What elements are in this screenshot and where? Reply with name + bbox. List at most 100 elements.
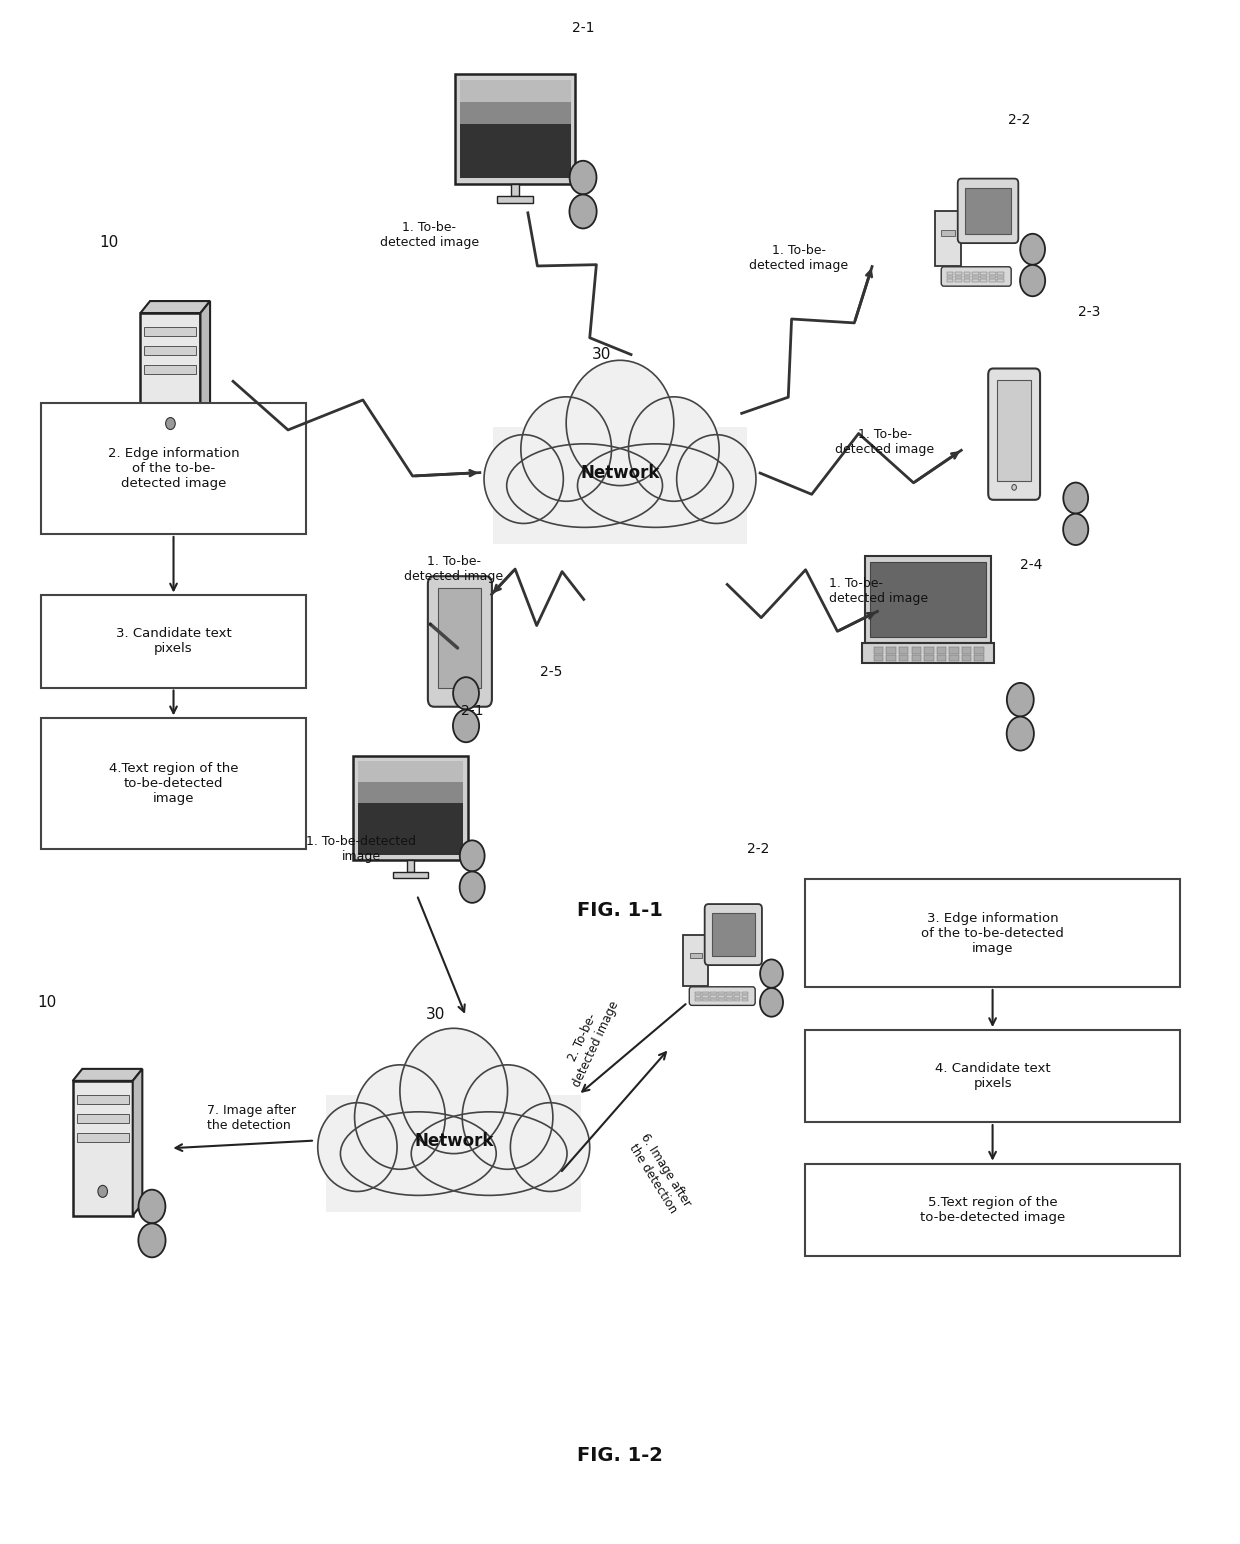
FancyBboxPatch shape: [497, 196, 533, 204]
Ellipse shape: [1007, 716, 1034, 750]
Text: Network: Network: [414, 1132, 494, 1150]
Text: 3. Candidate text
pixels: 3. Candidate text pixels: [115, 627, 232, 656]
FancyBboxPatch shape: [727, 999, 733, 1001]
FancyBboxPatch shape: [407, 860, 414, 872]
Text: 4. Candidate text
pixels: 4. Candidate text pixels: [935, 1062, 1050, 1090]
Circle shape: [569, 161, 596, 195]
FancyBboxPatch shape: [711, 999, 717, 1001]
Circle shape: [760, 959, 782, 988]
Ellipse shape: [521, 397, 611, 502]
FancyBboxPatch shape: [874, 647, 883, 653]
FancyBboxPatch shape: [988, 279, 996, 281]
FancyBboxPatch shape: [358, 761, 464, 855]
Ellipse shape: [401, 1028, 507, 1153]
FancyBboxPatch shape: [358, 761, 464, 781]
FancyBboxPatch shape: [718, 999, 724, 1001]
FancyBboxPatch shape: [899, 655, 909, 661]
FancyBboxPatch shape: [353, 755, 467, 860]
FancyBboxPatch shape: [460, 80, 570, 125]
FancyBboxPatch shape: [862, 642, 994, 664]
FancyBboxPatch shape: [734, 996, 740, 997]
FancyBboxPatch shape: [972, 279, 978, 281]
Text: FIG. 1-2: FIG. 1-2: [577, 1445, 663, 1465]
FancyBboxPatch shape: [936, 655, 946, 661]
FancyBboxPatch shape: [866, 556, 991, 642]
FancyBboxPatch shape: [511, 184, 520, 196]
FancyBboxPatch shape: [77, 1113, 129, 1122]
FancyBboxPatch shape: [924, 647, 934, 653]
Text: 1. To-be-
detected image: 1. To-be- detected image: [749, 244, 848, 272]
FancyBboxPatch shape: [955, 276, 962, 278]
Text: 10: 10: [99, 235, 119, 250]
FancyBboxPatch shape: [41, 403, 306, 534]
FancyBboxPatch shape: [946, 279, 954, 281]
Ellipse shape: [760, 988, 782, 1016]
Polygon shape: [201, 301, 210, 448]
FancyBboxPatch shape: [734, 999, 740, 1001]
FancyBboxPatch shape: [963, 276, 970, 278]
FancyBboxPatch shape: [455, 74, 575, 184]
Circle shape: [1012, 485, 1017, 491]
FancyBboxPatch shape: [358, 761, 464, 803]
FancyBboxPatch shape: [957, 179, 1018, 242]
FancyBboxPatch shape: [439, 588, 481, 689]
Polygon shape: [73, 1068, 143, 1081]
Text: 1. To-be-
detected image: 1. To-be- detected image: [836, 428, 935, 455]
FancyBboxPatch shape: [694, 996, 701, 997]
FancyBboxPatch shape: [702, 999, 709, 1001]
FancyBboxPatch shape: [742, 999, 749, 1001]
FancyBboxPatch shape: [742, 996, 749, 997]
Text: 2-1: 2-1: [572, 22, 594, 36]
Text: FIG. 1-1: FIG. 1-1: [577, 900, 663, 920]
FancyBboxPatch shape: [963, 279, 970, 281]
FancyBboxPatch shape: [140, 313, 201, 448]
Circle shape: [166, 417, 175, 429]
Text: 2-2: 2-2: [1008, 113, 1030, 127]
FancyBboxPatch shape: [887, 647, 895, 653]
FancyBboxPatch shape: [975, 655, 983, 661]
FancyBboxPatch shape: [683, 934, 708, 987]
Ellipse shape: [677, 435, 756, 523]
FancyBboxPatch shape: [911, 647, 921, 653]
FancyBboxPatch shape: [727, 993, 733, 994]
Text: 2-5: 2-5: [539, 665, 562, 679]
FancyBboxPatch shape: [742, 993, 749, 994]
Text: 1. To-be-
detected image: 1. To-be- detected image: [830, 577, 929, 605]
Text: 1. To-be-detected
image: 1. To-be-detected image: [306, 835, 417, 863]
FancyBboxPatch shape: [936, 647, 946, 653]
Ellipse shape: [507, 443, 662, 528]
FancyBboxPatch shape: [702, 996, 709, 997]
Ellipse shape: [317, 1102, 397, 1192]
FancyBboxPatch shape: [73, 1081, 133, 1215]
FancyBboxPatch shape: [428, 576, 492, 707]
FancyBboxPatch shape: [689, 953, 702, 957]
FancyBboxPatch shape: [962, 655, 971, 661]
FancyBboxPatch shape: [946, 276, 954, 278]
FancyBboxPatch shape: [988, 272, 996, 275]
FancyBboxPatch shape: [694, 993, 701, 994]
FancyBboxPatch shape: [41, 596, 306, 687]
Ellipse shape: [463, 1065, 553, 1169]
Text: 6. Image after
the detection: 6. Image after the detection: [625, 1132, 693, 1217]
FancyBboxPatch shape: [694, 999, 701, 1001]
FancyBboxPatch shape: [955, 279, 962, 281]
Ellipse shape: [578, 443, 733, 528]
Ellipse shape: [1063, 514, 1089, 545]
FancyBboxPatch shape: [702, 993, 709, 994]
FancyBboxPatch shape: [874, 655, 883, 661]
FancyBboxPatch shape: [718, 993, 724, 994]
FancyBboxPatch shape: [704, 905, 761, 965]
FancyBboxPatch shape: [805, 1030, 1180, 1122]
Text: 2-4: 2-4: [1021, 559, 1043, 573]
Text: 3. Edge information
of the to-be-detected
image: 3. Edge information of the to-be-detecte…: [921, 913, 1064, 954]
Text: 1. To-be-
detected image: 1. To-be- detected image: [379, 221, 479, 249]
FancyBboxPatch shape: [975, 647, 983, 653]
FancyBboxPatch shape: [941, 267, 1011, 286]
Ellipse shape: [484, 435, 563, 523]
FancyBboxPatch shape: [77, 1095, 129, 1104]
FancyBboxPatch shape: [727, 996, 733, 997]
Text: 2-1: 2-1: [461, 704, 484, 718]
Circle shape: [139, 1190, 165, 1223]
FancyBboxPatch shape: [492, 426, 748, 545]
FancyBboxPatch shape: [460, 80, 570, 102]
